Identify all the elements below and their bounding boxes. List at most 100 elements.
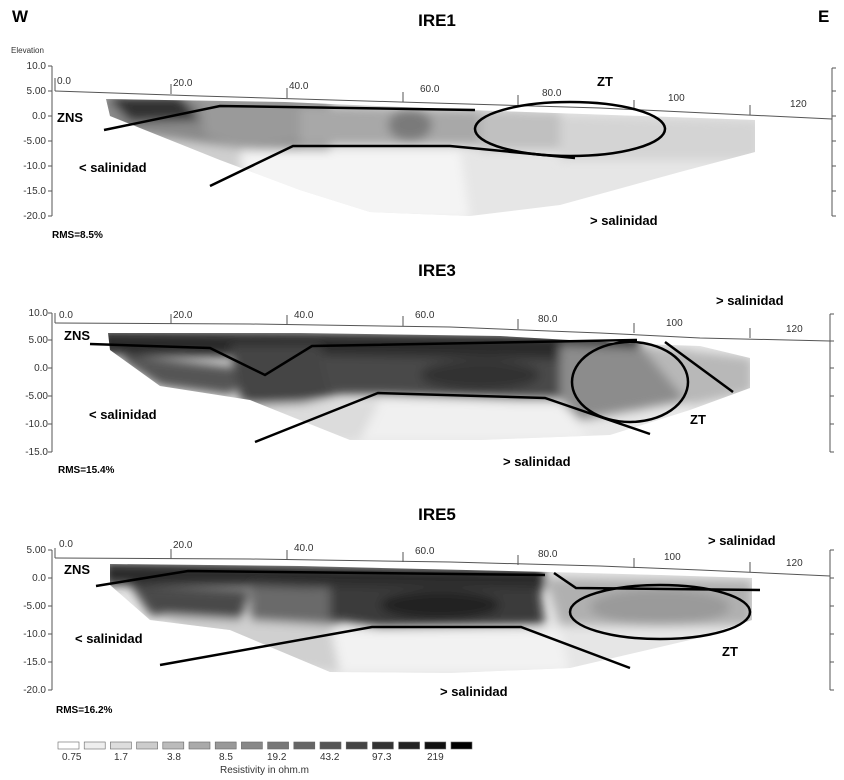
topography-line: [54, 322, 831, 342]
legend-value: 8.5: [219, 752, 233, 763]
rms-label: RMS=15.4%: [58, 465, 115, 476]
interpretation-line: [95, 569, 546, 588]
rms-label: RMS=8.5%: [52, 230, 103, 241]
x-tick-label: 60.0: [415, 310, 435, 321]
legend-value: 19.2: [267, 752, 287, 763]
section-title: IRE1: [418, 11, 456, 30]
section-ire5: IRE5 > salinidad 5.00 0.0 -5.00 -10.0 -1…: [23, 505, 834, 716]
x-tick-label: 40.0: [294, 543, 314, 554]
y-tick-label: -10.0: [23, 629, 46, 640]
legend-swatch: [241, 741, 263, 750]
x-tick-label: 0.0: [57, 76, 71, 87]
high-salinity-label: > salinidad: [440, 684, 508, 699]
resistivity-section: [108, 333, 750, 440]
resistivity-section: [110, 564, 752, 673]
legend-swatches: [57, 741, 473, 750]
legend-swatch: [319, 741, 342, 750]
y-tick-label: 0.0: [32, 111, 46, 122]
zns-label: ZNS: [64, 562, 90, 577]
high-salinity-label: > salinidad: [590, 213, 658, 228]
y-tick-label: -10.0: [25, 419, 48, 430]
high-salinity-label: > salinidad: [503, 454, 571, 469]
y-tick-label: -15.0: [23, 186, 46, 197]
x-tick-label: 60.0: [415, 546, 435, 557]
legend-swatch: [136, 741, 158, 750]
legend-value: 3.8: [167, 752, 181, 763]
legend-swatch: [293, 741, 316, 750]
x-tick-label: 120: [790, 99, 807, 110]
interpretation-line: [103, 104, 476, 132]
x-tick-label: 80.0: [538, 314, 558, 325]
zt-label: ZT: [690, 412, 706, 427]
topography-line: [54, 557, 831, 577]
transition-zone-ellipse: [570, 340, 690, 424]
y-tick-label: 5.00: [27, 545, 47, 556]
legend-swatch: [345, 741, 368, 750]
y-tick-label: 0.0: [32, 573, 46, 584]
y-tick-label: 0.0: [34, 363, 48, 374]
rms-label: RMS=16.2%: [56, 705, 113, 716]
low-salinity-label: < salinidad: [79, 160, 147, 175]
low-salinity-label: < salinidad: [75, 631, 143, 646]
y-tick-label: 10.0: [29, 308, 49, 319]
zns-label: ZNS: [57, 110, 83, 125]
x-tick-label: 20.0: [173, 78, 193, 89]
legend-swatch: [214, 741, 237, 750]
legend-swatch: [372, 741, 394, 750]
zt-label: ZT: [722, 644, 738, 659]
x-tick-label: 120: [786, 324, 803, 335]
y-tick-label: -5.00: [23, 601, 46, 612]
y-tick-label: -20.0: [23, 211, 46, 222]
resistivity-section: [106, 99, 755, 216]
high-salinity-top-label: > salinidad: [716, 293, 784, 308]
y-tick-label: -15.0: [25, 447, 48, 458]
legend-value: 0.75: [62, 752, 82, 763]
x-tick-label: 100: [666, 318, 683, 329]
high-salinity-top-label: > salinidad: [708, 533, 776, 548]
x-tick-label: 80.0: [538, 549, 558, 560]
x-tick-label: 0.0: [59, 539, 73, 550]
section-title: IRE5: [418, 505, 456, 524]
legend-value: 97.3: [372, 752, 392, 763]
x-tick-label: 40.0: [289, 81, 309, 92]
y-tick-label: 5.00: [29, 335, 49, 346]
y-tick-label: 5.00: [27, 86, 47, 97]
x-tick-label: 0.0: [59, 310, 73, 321]
transition-zone-ellipse: [473, 100, 667, 158]
legend-swatch: [267, 741, 289, 750]
legend-swatch: [83, 741, 106, 750]
x-tick-label: 100: [664, 552, 681, 563]
legend-title: Resistivity in ohm.m: [220, 765, 309, 776]
interpretation-line: [159, 625, 631, 670]
y-tick-label: -20.0: [23, 685, 46, 696]
interpretation-line: [89, 338, 638, 377]
legend-swatch: [162, 741, 185, 750]
y-tick-label: 10.0: [27, 61, 47, 72]
interpretation-line: [553, 571, 761, 592]
legend-swatch: [188, 741, 211, 750]
legend-value: 219: [427, 752, 444, 763]
east-label: E: [818, 7, 829, 26]
x-tick-label: 20.0: [173, 540, 193, 551]
x-tick-label: 20.0: [173, 310, 193, 321]
legend-swatch: [57, 741, 80, 750]
low-salinity-label: < salinidad: [89, 407, 157, 422]
interpretation-line: [664, 340, 734, 394]
legend-swatch: [398, 741, 420, 750]
topography-line: [54, 90, 833, 120]
section-ire3: IRE3 > salinidad 10.0 5.00 0.0 -5.00 -10…: [25, 261, 834, 476]
zt-label: ZT: [597, 74, 613, 89]
y-tick-label: -10.0: [23, 161, 46, 172]
legend-swatch: [110, 741, 132, 750]
section-ire1: IRE1 Elevation 10.0 5.00 0.0 -5.00 -10.0…: [11, 11, 836, 241]
y-axis-label: Elevation: [11, 46, 44, 55]
legend-value: 1.7: [114, 752, 128, 763]
y-tick-label: -15.0: [23, 657, 46, 668]
x-tick-label: 40.0: [294, 310, 314, 321]
west-label: W: [12, 7, 29, 26]
legend-swatch: [424, 741, 447, 750]
x-tick-label: 80.0: [542, 88, 562, 99]
legend-swatch: [450, 741, 473, 750]
transition-zone-ellipse: [568, 583, 752, 641]
